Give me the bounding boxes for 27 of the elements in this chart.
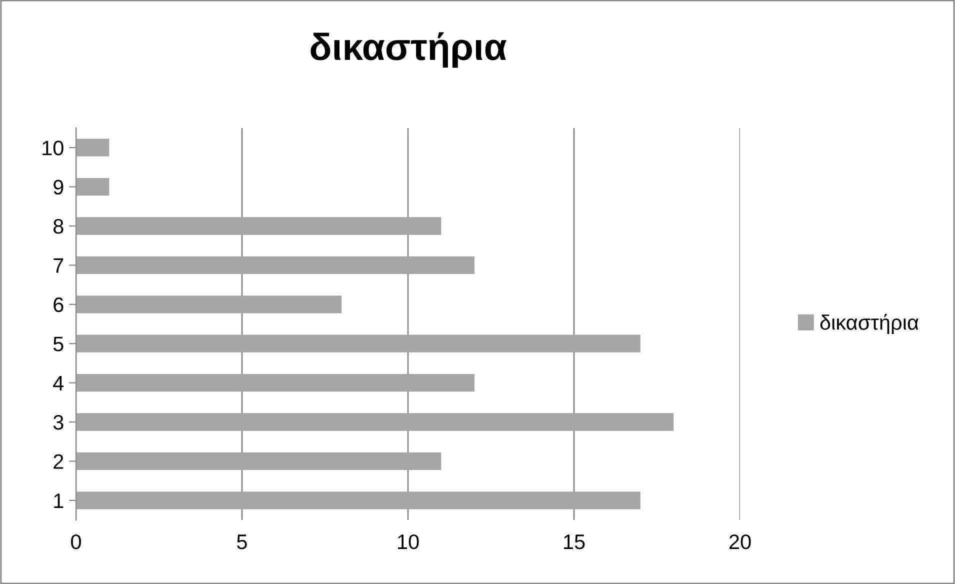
bar [76,334,640,352]
y-tick-label: 3 [53,415,64,430]
y-tick-label: 8 [54,219,64,234]
y-tick-label: 5 [53,336,64,352]
x-tick-label: 0 [71,534,81,550]
x-tick-label: 10 [398,534,419,550]
bar [76,374,474,392]
y-tick-label: 9 [54,180,64,195]
y-tick-label: 10 [42,140,64,156]
bar [76,217,442,235]
legend-label: δικαστήρια [820,314,918,334]
bar [76,178,110,196]
y-tick-label: 2 [54,454,64,469]
bar [76,138,110,156]
chart-title: δικαστήρια [310,32,507,68]
bar [76,452,442,470]
y-tick-label: 7 [54,258,64,273]
x-tick-label: 5 [237,534,247,550]
y-tick-label: 1 [54,494,64,508]
bar [76,256,474,274]
bar [76,492,640,510]
x-tick-label: 20 [729,534,751,550]
y-tick-label: 4 [53,376,64,390]
bar [76,296,342,314]
y-tick-label: 6 [54,297,64,312]
x-tick-label: 15 [564,534,585,550]
bar [76,413,674,431]
